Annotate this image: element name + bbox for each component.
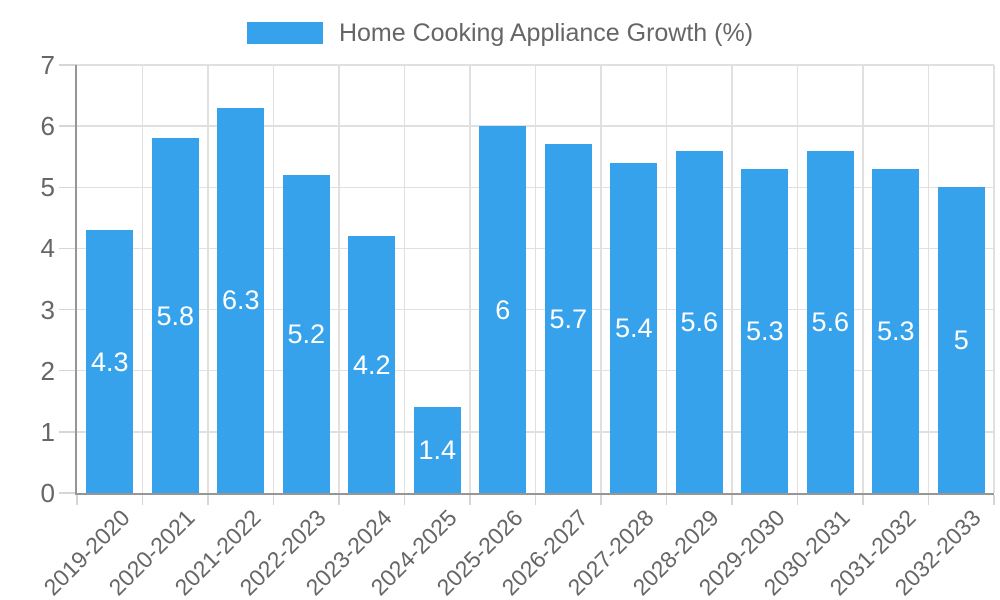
x-tick-mark [927,495,930,505]
gridline-vertical [796,65,799,493]
gridline-vertical [731,65,733,493]
bar[interactable] [479,126,527,493]
bar-value-label: 4.3 [90,346,129,377]
x-tick-mark [338,495,340,505]
gridline-vertical [272,65,275,493]
y-tick-label: 6 [40,111,55,142]
y-tick-label: 7 [40,50,55,80]
x-tick-mark [76,495,78,505]
x-tick-mark [796,495,799,505]
gridline-vertical [207,65,209,493]
y-tick-label: 4 [40,233,55,264]
x-tick-mark [403,495,406,505]
bar[interactable] [282,175,330,493]
bar-value-label: 5.8 [156,300,195,331]
bar-value-label: 5 [953,325,969,356]
legend-label: Home Cooking Appliance Growth (%) [338,19,754,47]
bar-value-label: 1.4 [418,435,457,466]
bar[interactable] [610,162,658,493]
gridline-vertical [665,65,668,493]
x-tick-mark [862,495,864,505]
x-tick-mark [731,495,733,505]
bar[interactable] [86,230,134,493]
y-tick-mark [59,308,77,311]
bar-value-label: 5.4 [614,312,653,343]
legend-swatch [246,22,323,44]
bar[interactable] [348,236,396,493]
bar[interactable] [217,107,265,493]
bar[interactable] [937,187,985,493]
y-tick-mark [59,431,77,433]
gridline-vertical [141,65,144,493]
bar-value-label: 5.6 [811,306,850,337]
y-axis-line [75,65,77,495]
x-tick-mark [600,495,602,505]
gridline-vertical [600,65,602,493]
gridline-vertical [862,65,864,493]
bar-value-label: 5.2 [287,319,326,350]
bar[interactable] [675,150,723,493]
bar-value-label: 6.3 [221,285,260,316]
x-tick-mark [534,495,537,505]
x-tick-mark [469,495,471,505]
bar[interactable] [413,407,461,493]
bar-value-label: 5.3 [876,315,915,346]
chart-legend-item[interactable]: Home Cooking Appliance Growth (%) [0,20,1000,46]
x-tick-mark [665,495,668,505]
y-tick-mark [59,369,77,372]
gridline-vertical [403,65,406,493]
bar-value-label: 5.3 [745,315,784,346]
gridline-vertical [469,65,471,493]
y-tick-label: 5 [40,172,55,203]
y-tick-mark [59,125,77,127]
x-tick-mark [141,495,144,505]
bar[interactable] [544,144,592,493]
bar[interactable] [151,138,199,493]
bar[interactable] [806,150,854,493]
bar-value-label: 6 [495,294,511,325]
bar[interactable] [872,168,920,493]
gridline-vertical [927,65,930,493]
bar-value-label: 4.2 [352,349,391,380]
y-tick-mark [59,247,77,250]
y-tick-label: 0 [40,478,55,508]
bar-value-label: 5.6 [680,306,719,337]
bar-value-label: 5.7 [549,303,588,334]
x-tick-mark [993,495,995,505]
y-tick-label: 3 [40,294,55,325]
x-tick-mark [207,495,209,505]
y-tick-mark [59,492,77,494]
y-tick-label: 1 [40,416,55,447]
x-axis-line [75,493,994,495]
y-tick-mark [59,186,77,189]
x-tick-mark [272,495,275,505]
y-tick-label: 2 [40,355,55,386]
gridline-vertical [338,65,340,493]
gridline-vertical [993,65,995,493]
gridline-vertical [534,65,537,493]
bar[interactable] [741,168,789,493]
y-tick-mark [59,64,77,66]
